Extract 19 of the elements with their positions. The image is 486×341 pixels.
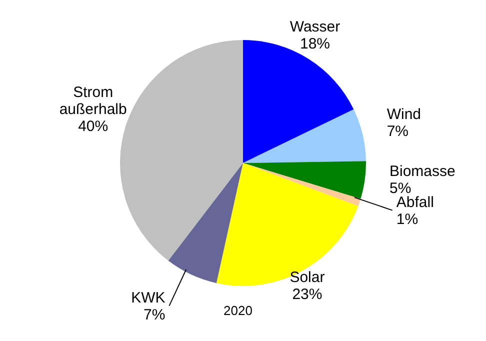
data-label: 7% (386, 123, 409, 140)
slice-label: Wind (386, 106, 422, 124)
data-label: 23% (292, 286, 322, 303)
data-label: 40% (78, 118, 108, 135)
slice-label: Wasser (290, 18, 340, 36)
data-label: 18% (300, 36, 330, 53)
slice-label: Solar (290, 268, 325, 286)
data-label: 7% (144, 306, 166, 324)
pie-slice (168, 163, 243, 284)
slice-label: Biomasse (390, 162, 456, 180)
slice-label: KWK (131, 289, 166, 306)
pie-slice (243, 161, 366, 199)
pie-slice (243, 109, 366, 163)
slice-label: Strom außerhalb (59, 84, 127, 118)
pie-slice (243, 40, 354, 163)
data-label: 1% (396, 210, 418, 228)
text: 2020 (224, 303, 252, 318)
pie-slice (216, 163, 358, 286)
pie-slice (243, 163, 361, 206)
